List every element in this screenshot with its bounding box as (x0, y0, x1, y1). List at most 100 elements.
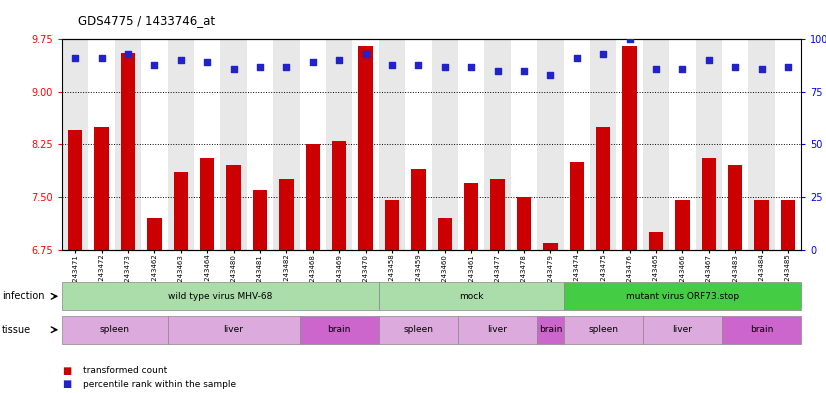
Bar (722, 39, 748, 250)
Text: wild type virus MHV-68: wild type virus MHV-68 (169, 292, 273, 301)
Text: transformed count: transformed count (83, 366, 167, 375)
Bar (141, 39, 168, 250)
Bar (491, 180, 505, 250)
Bar (358, 46, 373, 250)
Point (596, 51, 610, 57)
Text: brain: brain (750, 325, 773, 334)
Bar (385, 200, 399, 250)
Bar (431, 39, 458, 250)
Bar (173, 173, 188, 250)
Bar (379, 39, 406, 250)
Bar (62, 39, 88, 250)
Point (755, 66, 768, 72)
Bar (332, 141, 346, 250)
Bar (88, 39, 115, 250)
Point (517, 68, 530, 74)
Text: liver: liver (672, 325, 692, 334)
Text: infection: infection (2, 291, 44, 301)
Bar (510, 39, 537, 250)
Bar (537, 39, 563, 250)
Bar (194, 39, 221, 250)
Point (227, 66, 240, 72)
Point (254, 64, 267, 70)
Bar (221, 39, 247, 250)
Point (729, 64, 742, 70)
Text: mock: mock (459, 292, 483, 301)
Bar (484, 39, 510, 250)
Bar (306, 145, 320, 250)
Bar (517, 197, 531, 250)
Point (174, 57, 188, 63)
Point (676, 66, 689, 72)
Point (69, 55, 82, 61)
Bar (438, 218, 452, 250)
Point (386, 61, 399, 68)
Point (280, 64, 293, 70)
Bar (590, 39, 616, 250)
Point (121, 51, 135, 57)
Bar (94, 127, 109, 250)
Bar (273, 39, 300, 250)
Bar (326, 39, 353, 250)
Point (491, 68, 504, 74)
Point (649, 66, 662, 72)
Bar (406, 39, 431, 250)
Bar (728, 165, 743, 250)
Bar (754, 200, 769, 250)
Text: mutant virus ORF73.stop: mutant virus ORF73.stop (626, 292, 739, 301)
Bar (147, 218, 162, 250)
Bar (300, 39, 326, 250)
Bar (748, 39, 775, 250)
Bar (458, 39, 484, 250)
Point (306, 59, 320, 66)
Bar (648, 232, 663, 250)
Point (570, 55, 583, 61)
Point (781, 64, 795, 70)
Point (544, 72, 557, 78)
Point (359, 51, 373, 57)
Text: ■: ■ (62, 365, 71, 376)
Bar (695, 39, 722, 250)
Point (201, 59, 214, 66)
Point (148, 61, 161, 68)
Point (438, 64, 451, 70)
Bar (701, 158, 716, 250)
Bar (781, 200, 795, 250)
Bar (353, 39, 379, 250)
Bar (643, 39, 669, 250)
Bar (121, 53, 135, 250)
Point (623, 36, 636, 42)
Bar (68, 130, 83, 250)
Bar (115, 39, 141, 250)
Point (464, 64, 477, 70)
Point (702, 57, 715, 63)
Text: spleen: spleen (403, 325, 434, 334)
Text: percentile rank within the sample: percentile rank within the sample (83, 380, 235, 389)
Text: GDS4775 / 1433746_at: GDS4775 / 1433746_at (78, 14, 216, 27)
Point (412, 61, 425, 68)
Text: liver: liver (487, 325, 508, 334)
Text: ■: ■ (62, 379, 71, 389)
Text: tissue: tissue (2, 325, 31, 335)
Bar (279, 180, 293, 250)
Bar (168, 39, 194, 250)
Bar (411, 169, 425, 250)
Text: spleen: spleen (588, 325, 618, 334)
Bar (669, 39, 695, 250)
Text: liver: liver (224, 325, 244, 334)
Bar (253, 190, 268, 250)
Bar (563, 39, 590, 250)
Bar (247, 39, 273, 250)
Bar (596, 127, 610, 250)
Point (333, 57, 346, 63)
Bar (616, 39, 643, 250)
Point (95, 55, 108, 61)
Bar (544, 242, 558, 250)
Bar (464, 183, 478, 250)
Bar (675, 200, 690, 250)
Bar (775, 39, 801, 250)
Text: spleen: spleen (100, 325, 130, 334)
Bar (200, 158, 215, 250)
Bar (622, 46, 637, 250)
Bar (570, 162, 584, 250)
